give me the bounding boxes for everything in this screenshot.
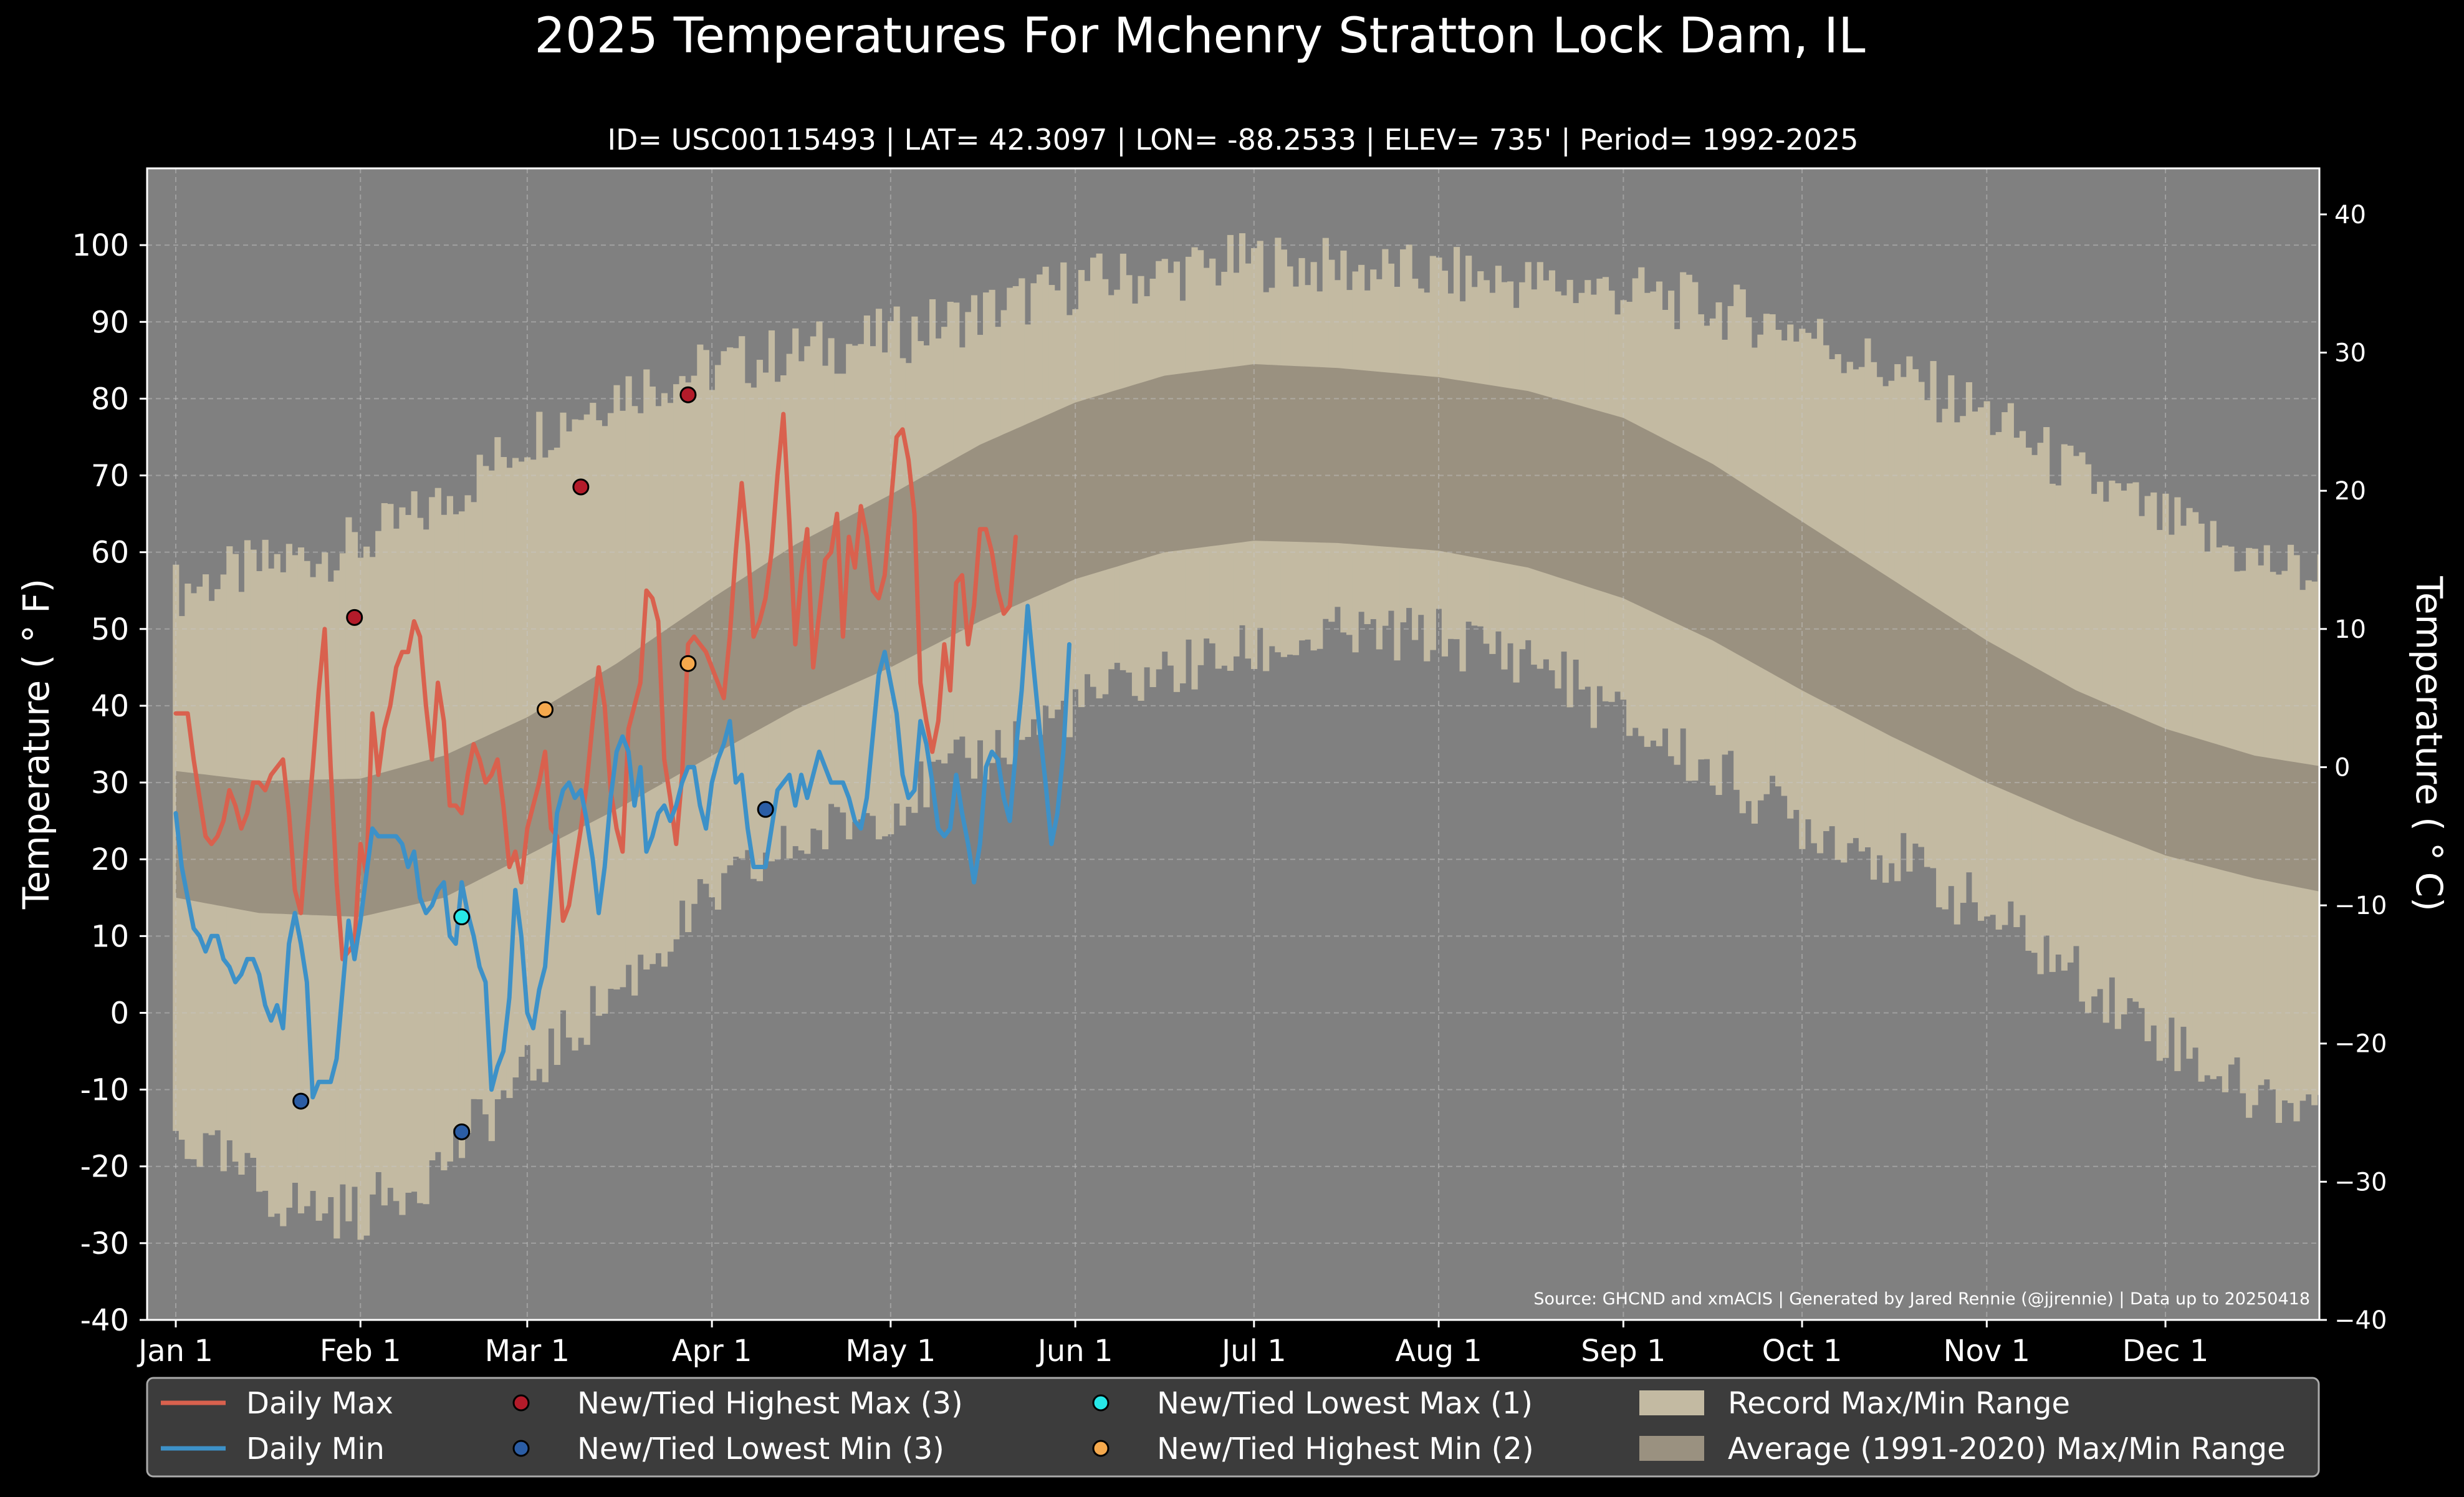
x-tick-label: Jun 1 — [1036, 1334, 1113, 1369]
daily-series — [173, 412, 1071, 1100]
highest-max-marker — [679, 386, 697, 403]
x-tick-label: Nov 1 — [1944, 1334, 2030, 1369]
y2-tick-label: 0 — [2334, 753, 2350, 782]
legend-patch-swatch — [1639, 1436, 1704, 1461]
lowest-min-marker — [292, 1092, 310, 1110]
plot-frame — [146, 167, 2321, 1321]
y-tick-label: 80 — [91, 382, 129, 416]
normal-range-band — [176, 364, 2319, 917]
legend-label: Daily Min — [246, 1432, 385, 1466]
legend-label: New/Tied Highest Min (2) — [1157, 1432, 1534, 1466]
lowest-min-marker — [757, 801, 774, 818]
y2-tick-label: −30 — [2334, 1168, 2387, 1196]
daily-max-line — [173, 412, 1018, 961]
y2-tick-label: 40 — [2334, 201, 2366, 229]
y-axis-right: −40 −30 −20 −10 0 10 20 30 40 — [2319, 201, 2387, 1335]
x-tick-label: Dec 1 — [2122, 1334, 2209, 1369]
highest-min-marker — [679, 655, 697, 672]
x-tick-label: Jul 1 — [1220, 1334, 1287, 1369]
x-tick-label: Sep 1 — [1581, 1334, 1666, 1369]
y-tick-label: 60 — [91, 536, 129, 570]
y-tick-label: -40 — [80, 1303, 129, 1338]
x-tick-label: Jan 1 — [137, 1334, 213, 1369]
y2-axis-label: Temperature ( ° C) — [2408, 575, 2450, 911]
y2-tick-label: 20 — [2334, 477, 2366, 506]
y-tick-label: 20 — [91, 842, 129, 877]
y-tick-label: -20 — [80, 1150, 129, 1185]
y-tick-label: 10 — [91, 919, 129, 954]
y2-tick-label: −40 — [2334, 1306, 2387, 1335]
legend-dot-swatch — [1092, 1440, 1110, 1457]
x-tick-label: May 1 — [845, 1334, 936, 1369]
legend-label: New/Tied Lowest Min (3) — [577, 1432, 944, 1466]
source-note: Source: GHCND and xmACIS | Generated by … — [1533, 1289, 2310, 1309]
y-tick-label: 90 — [91, 305, 129, 340]
x-tick-label: Feb 1 — [320, 1334, 401, 1369]
y-tick-label: 0 — [110, 996, 129, 1031]
y-tick-label: -10 — [80, 1073, 129, 1108]
y2-tick-label: −20 — [2334, 1030, 2387, 1059]
legend-label: New/Tied Highest Max (3) — [577, 1386, 963, 1421]
y-tick-label: -30 — [80, 1226, 129, 1261]
x-tick-label: Apr 1 — [672, 1334, 752, 1369]
legend: Daily Max Daily Min New/Tied Highest Max (… — [146, 1377, 2320, 1478]
legend-dot-swatch — [512, 1394, 530, 1412]
highest-max-marker — [572, 478, 590, 496]
y-tick-label: 70 — [91, 459, 129, 494]
legend-label: Record Max/Min Range — [1728, 1386, 2070, 1421]
chart-title: 2025 Temperatures For Mchenry Stratton L… — [534, 8, 1866, 64]
y-axis-label: Temperature ( ° F) — [15, 579, 57, 910]
legend-dot-swatch — [512, 1440, 530, 1457]
highest-max-marker — [346, 609, 363, 626]
x-tick-label: Mar 1 — [485, 1334, 570, 1369]
daily-min-line — [173, 604, 1071, 1100]
legend-dot-swatch — [1092, 1394, 1110, 1412]
lowest-max-marker — [453, 908, 471, 926]
highest-min-marker — [537, 701, 554, 718]
legend-label: Daily Max — [246, 1386, 393, 1421]
legend-box — [146, 1377, 2320, 1478]
record-markers — [292, 386, 774, 1140]
x-tick-label: Oct 1 — [1762, 1334, 1843, 1369]
y-axis-left: -40 -30 -20 -10 0 10 20 30 40 50 60 70 80 90 100 — [72, 228, 147, 1338]
y2-tick-label: −10 — [2334, 892, 2387, 920]
record-range-bar — [1965, 382, 1973, 873]
chart-subtitle: ID= USC00115493 | LAT= 42.3097 | LON= -8… — [607, 123, 1858, 157]
record-range-bar — [2007, 403, 2014, 902]
y2-tick-label: 10 — [2334, 615, 2366, 644]
y-tick-label: 50 — [91, 612, 129, 647]
normal-range-area — [176, 364, 2319, 917]
y-tick-label: 30 — [91, 766, 129, 801]
y-tick-label: 100 — [72, 228, 129, 263]
legend-label: Average (1991-2020) Max/Min Range — [1728, 1432, 2286, 1466]
x-axis: Jan 1 Feb 1 Mar 1 Apr 1 May 1 Jun 1 Jul 1 Aug 1… — [137, 1320, 2208, 1369]
lowest-min-marker — [453, 1123, 471, 1140]
y-tick-label: 40 — [91, 689, 129, 724]
legend-patch-swatch — [1639, 1390, 1704, 1415]
x-tick-label: Aug 1 — [1395, 1334, 1482, 1369]
y2-tick-label: 30 — [2334, 339, 2366, 368]
legend-label: New/Tied Lowest Max (1) — [1157, 1386, 1533, 1421]
